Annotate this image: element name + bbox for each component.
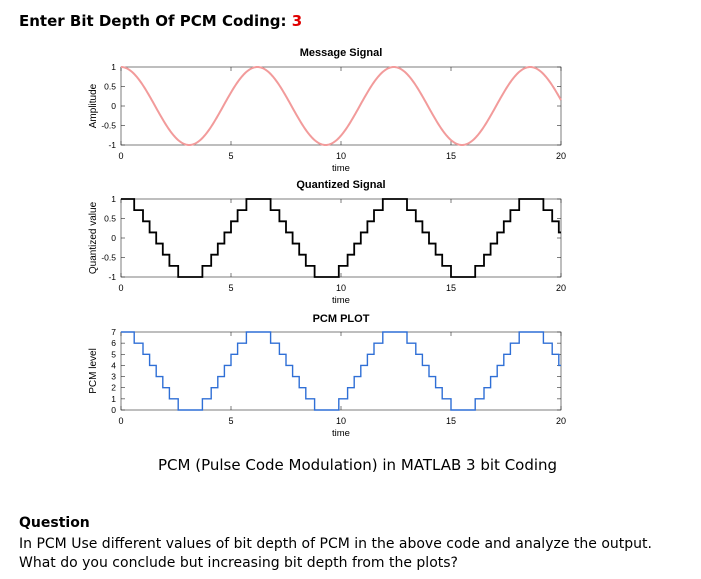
y-tick-label: 3	[111, 372, 116, 382]
y-tick-label: 2	[111, 383, 116, 393]
y-axis-label: Quantized value	[88, 201, 99, 274]
x-tick-label: 20	[556, 416, 566, 426]
x-axis-label: time	[332, 163, 350, 174]
x-tick-label: 10	[336, 283, 346, 293]
x-tick-label: 20	[556, 151, 566, 161]
y-tick-label: 0.5	[104, 82, 116, 92]
chart-title: Message Signal	[300, 47, 383, 59]
x-tick-label: 10	[336, 151, 346, 161]
y-tick-label: 6	[111, 338, 116, 348]
quantized-signal-line	[121, 198, 561, 278]
x-tick-label: 5	[228, 151, 233, 161]
y-tick-label: 0	[111, 233, 116, 243]
x-tick-label: 15	[446, 283, 456, 293]
y-tick-label: 1	[111, 394, 116, 404]
question-title: Question	[19, 515, 90, 531]
y-tick-label: 0	[111, 405, 116, 415]
message-signal-line	[120, 65, 562, 147]
chart-title: PCM PLOT	[313, 313, 370, 325]
x-tick-label: 5	[228, 283, 233, 293]
y-tick-label: 1	[111, 194, 116, 204]
bit-depth-value: 3	[291, 12, 303, 30]
y-tick-label: 5	[111, 349, 116, 359]
y-tick-label: 0.5	[104, 214, 116, 224]
x-tick-label: 10	[336, 416, 346, 426]
y-tick-label: -0.5	[101, 253, 116, 263]
question-line-2: What do you conclude but increasing bit …	[19, 555, 458, 571]
y-tick-label: -1	[108, 272, 116, 282]
y-axis-label: PCM level	[88, 348, 99, 394]
y-tick-label: 1	[111, 62, 116, 72]
x-axis-label: time	[332, 428, 350, 439]
x-tick-label: 15	[446, 151, 456, 161]
subplot-2: Quantized Signal 0 5 10 15 20 -1 -0.5 0 0.5 1 time Q…	[88, 179, 566, 306]
y-tick-label: 0	[111, 101, 116, 111]
question-line-1: In PCM Use different values of bit depth…	[19, 536, 652, 552]
pcm-level-line	[121, 331, 561, 411]
y-tick-label: -0.5	[101, 121, 116, 131]
x-tick-label: 5	[228, 416, 233, 426]
x-tick-label: 20	[556, 283, 566, 293]
y-tick-label: -1	[108, 140, 116, 150]
x-tick-label: 0	[118, 416, 123, 426]
chart-title: Quantized Signal	[296, 179, 385, 191]
x-tick-label: 15	[446, 416, 456, 426]
subplot-1: Message Signal 0 5 10 15 20 -1 -0.5 0 0.5 1 time Amp…	[88, 47, 566, 174]
y-axis-label: Amplitude	[88, 83, 99, 128]
figure-caption: PCM (Pulse Code Modulation) in MATLAB 3 …	[158, 456, 558, 474]
y-tick-label: 4	[111, 360, 116, 370]
bit-depth-label: Enter Bit Depth Of PCM Coding:	[19, 12, 287, 30]
bit-depth-heading: Enter Bit Depth Of PCM Coding: 3	[19, 12, 302, 30]
x-tick-label: 0	[118, 283, 123, 293]
x-tick-label: 0	[118, 151, 123, 161]
y-tick-label: 7	[111, 327, 116, 337]
x-axis-label: time	[332, 295, 350, 306]
